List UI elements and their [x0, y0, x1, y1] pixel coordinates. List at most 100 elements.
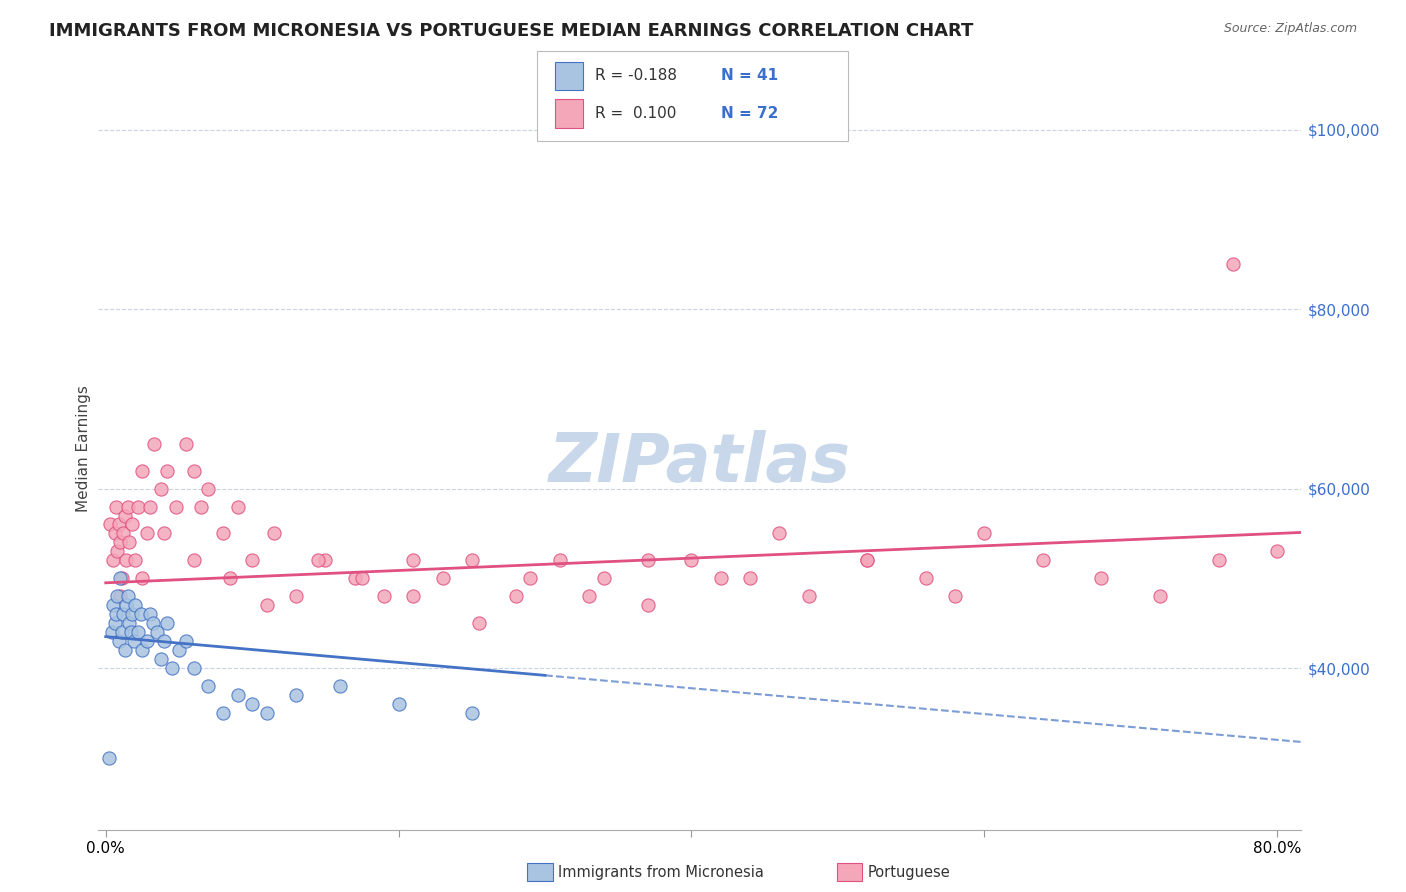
Text: Source: ZipAtlas.com: Source: ZipAtlas.com: [1223, 22, 1357, 36]
Point: [110, 535, 132, 549]
Point: [107, 544, 129, 558]
Point: [122, 634, 145, 648]
Point: [100, 625, 122, 640]
Point: [212, 526, 235, 541]
Point: [138, 500, 160, 514]
Point: [240, 697, 263, 711]
Point: [156, 616, 179, 631]
Point: [150, 652, 173, 666]
Point: [578, 589, 600, 603]
Point: [115, 553, 138, 567]
Point: [387, 697, 409, 711]
Point: [101, 553, 124, 567]
Point: [285, 589, 308, 603]
Point: [108, 517, 131, 532]
Point: [111, 571, 134, 585]
Point: [505, 589, 527, 603]
Point: [127, 625, 149, 640]
Point: [124, 599, 146, 613]
Point: [111, 625, 134, 640]
Point: [468, 616, 491, 631]
Point: [114, 643, 136, 657]
Point: [142, 616, 165, 631]
Point: [592, 571, 614, 585]
Point: [117, 500, 139, 514]
Point: [183, 464, 205, 478]
Point: [329, 679, 352, 693]
Point: [120, 625, 142, 640]
Point: [98, 517, 121, 532]
Point: [219, 571, 242, 585]
Point: [637, 599, 659, 613]
Point: [256, 706, 278, 720]
Point: [350, 571, 373, 585]
Point: [943, 589, 966, 603]
Point: [174, 634, 197, 648]
Point: [124, 553, 146, 567]
Point: [710, 571, 733, 585]
Point: [150, 482, 173, 496]
Point: [197, 679, 219, 693]
Point: [548, 553, 571, 567]
Point: [146, 625, 169, 640]
Point: [153, 634, 176, 648]
Point: [117, 589, 139, 603]
Point: [1032, 553, 1054, 567]
Point: [114, 508, 136, 523]
Point: [1149, 589, 1171, 603]
Point: [856, 553, 879, 567]
Point: [373, 589, 395, 603]
Text: IMMIGRANTS FROM MICRONESIA VS PORTUGUESE MEDIAN EARNINGS CORRELATION CHART: IMMIGRANTS FROM MICRONESIA VS PORTUGUESE…: [49, 22, 973, 40]
Point: [402, 589, 425, 603]
Text: R =  0.100: R = 0.100: [595, 106, 676, 120]
Point: [183, 553, 205, 567]
Text: Portuguese: Portuguese: [868, 865, 950, 880]
Point: [97, 751, 120, 765]
Point: [285, 688, 308, 702]
Point: [107, 589, 129, 603]
Point: [637, 553, 659, 567]
Text: Immigrants from Micronesia: Immigrants from Micronesia: [558, 865, 763, 880]
Point: [131, 643, 153, 657]
Point: [402, 553, 425, 567]
Point: [135, 526, 157, 541]
Point: [1368, 553, 1391, 567]
Point: [432, 571, 454, 585]
Point: [461, 553, 484, 567]
Point: [314, 553, 336, 567]
Text: N = 41: N = 41: [721, 69, 779, 83]
Point: [156, 464, 179, 478]
Point: [131, 464, 153, 478]
Text: N = 72: N = 72: [721, 106, 779, 120]
Point: [115, 599, 138, 613]
Point: [256, 599, 278, 613]
Point: [856, 553, 879, 567]
Point: [138, 607, 160, 622]
Point: [461, 706, 484, 720]
Point: [110, 571, 132, 585]
Y-axis label: Median Earnings: Median Earnings: [76, 384, 91, 512]
Point: [1222, 257, 1244, 271]
Point: [263, 526, 285, 541]
Point: [1324, 571, 1347, 585]
Point: [160, 661, 183, 675]
Point: [121, 607, 143, 622]
Point: [103, 616, 125, 631]
Point: [1265, 544, 1288, 558]
Point: [153, 526, 176, 541]
Point: [118, 535, 141, 549]
Point: [226, 688, 249, 702]
Point: [973, 526, 995, 541]
Point: [240, 553, 263, 567]
Point: [112, 607, 135, 622]
Point: [143, 436, 166, 450]
Text: R = -0.188: R = -0.188: [595, 69, 676, 83]
Point: [167, 643, 190, 657]
Point: [197, 482, 219, 496]
Point: [343, 571, 366, 585]
Point: [121, 517, 143, 532]
Point: [101, 599, 124, 613]
Point: [1090, 571, 1112, 585]
Point: [738, 571, 761, 585]
Point: [108, 634, 131, 648]
